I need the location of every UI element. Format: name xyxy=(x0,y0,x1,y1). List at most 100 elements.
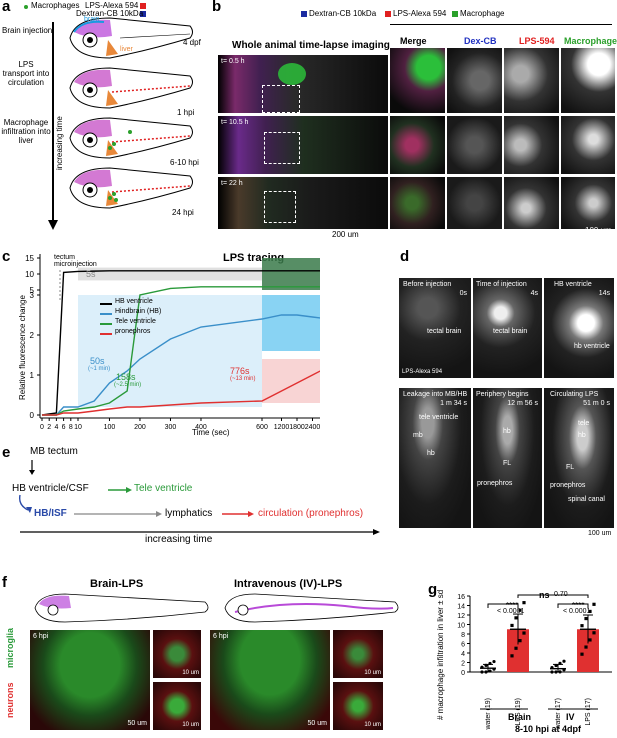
ann-5s: 5s xyxy=(86,269,96,279)
panel-a-schematic xyxy=(24,3,193,230)
legend-hb-ventricle: HB ventricle xyxy=(115,298,153,305)
g-point xyxy=(480,670,484,674)
frame-time-2: 14s xyxy=(598,290,610,297)
g-point xyxy=(584,645,588,649)
legend-mac-swatch xyxy=(452,11,458,17)
g-point xyxy=(554,670,558,674)
panel-label-f: f xyxy=(2,574,7,591)
y-tick-label: 15 xyxy=(25,254,34,263)
panel-label-a: a xyxy=(2,0,11,15)
g-point xyxy=(488,669,492,673)
f-side-microglia: microglia xyxy=(5,627,15,668)
g-point xyxy=(550,670,554,674)
frame-time-3: 1 m 34 s xyxy=(440,400,467,407)
panel-label-c: c xyxy=(2,248,11,265)
whole-animal-frame-1: t= 0.5 h xyxy=(218,55,388,113)
merge-frame-2 xyxy=(390,116,445,174)
frame-label-5d: pronephros xyxy=(550,482,586,489)
x-tick-label: 2400 xyxy=(305,424,320,431)
frame-label-5c: FL xyxy=(566,464,575,471)
stain-label: LPS-Alexa 594 xyxy=(402,369,443,375)
f-side-neurons: neurons xyxy=(5,682,15,718)
g-point xyxy=(592,602,596,606)
e-hb-isf: HB/ISF xyxy=(34,508,67,519)
frame-label-4a: hb xyxy=(503,428,511,435)
frame-hb-ventricle: HB ventricle 14s hb ventricle xyxy=(544,278,614,378)
f-brain-lps-main: 6 hpi 50 um xyxy=(30,630,150,730)
f-iv-inset-2: 10 um xyxy=(333,682,383,730)
g-point xyxy=(484,663,488,667)
legend-lps: LPS-Alexa 594 xyxy=(85,1,139,10)
merge-frame-3 xyxy=(390,177,445,229)
g-category-label: LPS (17) xyxy=(585,698,592,726)
f-iv-inset-1: 10 um xyxy=(333,630,383,678)
g-ylabel: # macrophage infiltration in liver ± sd xyxy=(436,589,445,720)
legend-dex-label: Dextran-CB 10kDa xyxy=(309,9,377,18)
g-sig2-p: < 0.0001 xyxy=(563,608,591,615)
g-point xyxy=(580,624,584,628)
hb-ventricle-band xyxy=(78,267,262,281)
ann-776s: 776s xyxy=(230,366,250,376)
merge-frame-1 xyxy=(390,48,445,113)
g-xlabel: 8-10 hpi at 4dpf xyxy=(515,724,582,734)
frame-before-injection: Before injection 0s tectal brain LPS-Ale… xyxy=(399,278,471,378)
frame-label-5a: tele xyxy=(578,420,590,427)
g-point xyxy=(514,616,518,620)
x-tick-label: 400 xyxy=(195,424,207,431)
mac-frame-3 xyxy=(561,177,615,229)
x-tick-label: 100 xyxy=(104,424,116,431)
y-tick-label: 3 xyxy=(30,291,35,300)
lps-frame-1 xyxy=(504,48,559,113)
panel-label-b: b xyxy=(212,0,222,15)
g-bar xyxy=(577,629,599,672)
g-point xyxy=(562,668,566,672)
time-label-1: t= 0.5 h xyxy=(221,58,245,65)
col-dexcb: Dex-CB xyxy=(464,36,497,46)
g-y-tick-label: 0 xyxy=(461,670,465,677)
lps-swatch xyxy=(140,3,146,9)
f-scale-2: 50 um xyxy=(307,720,327,727)
frame-label-0: tectal brain xyxy=(427,328,462,335)
frame-label-4c: pronephros xyxy=(477,480,513,487)
time-4dpf: 4 dpf xyxy=(183,38,201,47)
g-y-tick-label: 12 xyxy=(457,613,465,620)
g-category-label: LPS (19) xyxy=(515,698,522,726)
ann-50s-sub: (~1 min) xyxy=(88,366,111,372)
e-mb-tectum: MB tectum xyxy=(30,446,78,457)
y-tick-label: 2 xyxy=(30,331,35,340)
g-y-tick-label: 8 xyxy=(461,632,465,639)
g-point xyxy=(584,616,588,621)
frame-title-4: Periphery begins xyxy=(476,391,529,398)
f-scale-small-1: 10 um xyxy=(182,670,199,676)
g-point xyxy=(592,631,596,635)
dexcb-frame-2 xyxy=(447,116,502,174)
ann-158s: 158s xyxy=(116,372,136,382)
hindbrain-band xyxy=(78,295,262,407)
col-lps594: LPS-594 xyxy=(519,36,555,46)
legend-swatch-hindbrain xyxy=(100,313,112,315)
legend-swatch-tele xyxy=(100,323,112,325)
series-line-pronephros xyxy=(42,370,320,416)
header-rule xyxy=(390,24,612,25)
legend-lps-label: LPS-Alexa 594 xyxy=(393,9,447,18)
y-tick-label: 5 xyxy=(30,286,35,295)
step-lps-transport: LPS transport into circulation xyxy=(2,60,50,87)
time-6-10hpi: 6-10 hpi xyxy=(170,158,199,167)
whole-animal-frame-3: t= 22 h xyxy=(218,177,388,229)
g-point xyxy=(484,670,488,674)
g-point xyxy=(518,608,522,612)
g-bracket-ns xyxy=(517,594,589,598)
legend-hindbrain: Hindbrain (HB) xyxy=(115,308,162,315)
g-bar xyxy=(507,629,529,672)
tectum-annotation: tectum microinjection xyxy=(54,254,97,268)
frame-label-5e: spinal canal xyxy=(568,496,605,503)
g-point xyxy=(550,666,554,670)
g-point xyxy=(554,663,558,668)
scale-200um: 200 um xyxy=(332,230,359,239)
liver-label: liver xyxy=(120,46,133,53)
frame-time-5: 51 m 0 s xyxy=(583,400,610,407)
g-point xyxy=(480,665,484,669)
e-lymphatics: lymphatics xyxy=(165,508,213,519)
dex-swatch xyxy=(140,11,146,17)
g-sig1: **** xyxy=(506,601,519,610)
